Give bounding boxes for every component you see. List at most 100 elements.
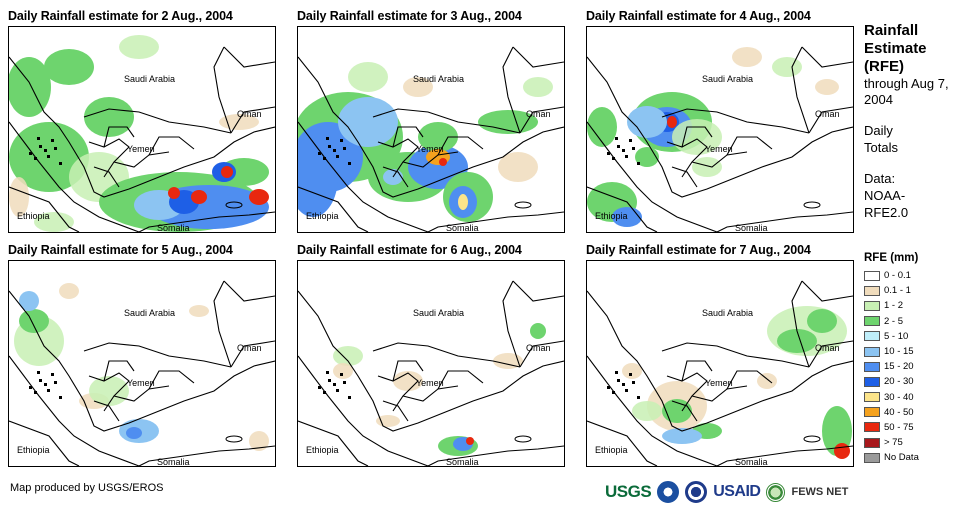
- map-label-yemen: Yemen: [127, 378, 155, 388]
- boundary-line: [512, 280, 564, 302]
- rainfall-map: Saudi Arabia Oman Yemen Ethiopia Somalia: [8, 260, 276, 467]
- panel-title: Daily Rainfall estimate for 3 Aug., 2004: [297, 9, 522, 23]
- legend-label: 20 - 30: [884, 376, 914, 388]
- legend-swatch: [864, 376, 880, 387]
- rainfall-cell: [403, 77, 433, 97]
- rainfall-cell: [333, 346, 363, 366]
- boundary-line: [587, 121, 718, 232]
- island-mark: [34, 157, 37, 160]
- rainfall-map: Saudi Arabia Oman Yemen Ethiopia Somalia: [297, 26, 565, 233]
- island-mark: [328, 145, 331, 148]
- rainfall-cell: [9, 177, 29, 217]
- map-svg: Saudi Arabia Oman Yemen Ethiopia Somalia: [298, 261, 564, 466]
- boundary-line: [681, 126, 713, 148]
- island-mark: [340, 139, 343, 142]
- island-mark: [59, 162, 62, 165]
- panel-aug-5: Daily Rainfall estimate for 5 Aug., 2004…: [8, 242, 283, 467]
- legend-swatch: [864, 407, 880, 418]
- map-label-oman: Oman: [526, 343, 551, 353]
- boundary-line: [427, 211, 564, 232]
- boundary-line: [427, 445, 564, 466]
- map-label-yemen: Yemen: [416, 144, 444, 154]
- island-mark: [336, 155, 339, 158]
- boundary-line: [691, 151, 748, 168]
- rainfall-cell: [662, 428, 702, 444]
- map-label-somalia: Somalia: [446, 457, 479, 466]
- legend-label: 50 - 75: [884, 421, 914, 433]
- usgs-logo: USGS: [605, 482, 652, 501]
- boundary-line: [372, 342, 521, 368]
- map-label-ethiopia: Ethiopia: [306, 445, 339, 455]
- legend-item: 20 - 30: [864, 374, 964, 389]
- island-mark: [336, 389, 339, 392]
- rainfall-cell: [627, 106, 667, 138]
- socotra-island: [514, 201, 532, 209]
- island-mark: [39, 145, 42, 148]
- legend-label: > 75: [884, 437, 903, 449]
- legend-item: 30 - 40: [864, 390, 964, 405]
- map-label-oman: Oman: [815, 343, 840, 353]
- legend-swatch: [864, 285, 880, 296]
- legend-swatch: [864, 361, 880, 372]
- legend-item: 10 - 15: [864, 344, 964, 359]
- rainfall-cell: [249, 431, 269, 451]
- socotra-island: [803, 435, 821, 443]
- rainfall-cell: [9, 57, 51, 117]
- island-mark: [29, 152, 32, 155]
- rainfall-cell: [692, 157, 722, 177]
- boundary-line: [691, 385, 748, 402]
- boundary-line: [213, 46, 232, 134]
- map-label-ethiopia: Ethiopia: [17, 211, 50, 221]
- boundary-line: [88, 372, 130, 412]
- island-mark: [326, 137, 329, 140]
- boundary-line: [223, 280, 275, 302]
- rainfall-cell: [348, 62, 388, 92]
- island-mark: [333, 149, 336, 152]
- panel-aug-7: Daily Rainfall estimate for 7 Aug., 2004…: [586, 242, 861, 467]
- legend-label: 0 - 0.1: [884, 270, 911, 282]
- rainfall-cell: [772, 57, 802, 77]
- legend-label: 30 - 40: [884, 391, 914, 403]
- legend-item: 15 - 20: [864, 359, 964, 374]
- legend-item: 5 - 10: [864, 329, 964, 344]
- map-svg: Saudi Arabia Oman Yemen Ethiopia Somalia: [9, 261, 275, 466]
- rainfall-cell: [34, 212, 74, 232]
- boundary-line: [213, 280, 232, 368]
- socotra-island: [514, 435, 532, 443]
- boundary-line: [502, 280, 521, 368]
- legend-swatch: [864, 437, 880, 448]
- legend-swatch: [864, 392, 880, 403]
- panel-title: Daily Rainfall estimate for 2 Aug., 2004: [8, 9, 233, 23]
- rainfall-cell: [338, 97, 398, 147]
- island-mark: [59, 396, 62, 399]
- fews-net-logo: FEWS NET: [791, 486, 849, 498]
- rainfall-cell: [493, 353, 523, 369]
- map-label-yemen: Yemen: [705, 144, 733, 154]
- boundary-line: [298, 420, 369, 466]
- boundary-line: [437, 136, 484, 156]
- island-mark: [318, 386, 321, 389]
- island-mark: [625, 389, 628, 392]
- map-label-yemen: Yemen: [705, 378, 733, 388]
- rainfall-cell: [119, 35, 159, 59]
- island-mark: [29, 386, 32, 389]
- boundary-line: [83, 108, 232, 134]
- usaid-logo-text: USAID: [713, 483, 761, 500]
- boundary-line: [223, 46, 275, 68]
- rainfall-cell: [191, 190, 207, 204]
- usaid-logo: USAID: [713, 483, 761, 501]
- island-mark: [637, 396, 640, 399]
- map-label-oman: Oman: [526, 109, 551, 119]
- map-label-somalia: Somalia: [446, 223, 479, 232]
- rainfall-cell: [19, 291, 39, 311]
- legend-item: 0 - 0.1: [864, 268, 964, 283]
- boundary-line: [148, 370, 195, 390]
- rainfall-cell: [466, 437, 474, 445]
- island-mark: [612, 391, 615, 394]
- panel-title: Daily Rainfall estimate for 6 Aug., 2004: [297, 243, 522, 257]
- map-label-yemen: Yemen: [416, 378, 444, 388]
- boundary-line: [716, 211, 853, 232]
- legend-swatch: [864, 270, 880, 281]
- island-mark: [343, 147, 346, 150]
- map-label-saudi: Saudi Arabia: [413, 308, 464, 318]
